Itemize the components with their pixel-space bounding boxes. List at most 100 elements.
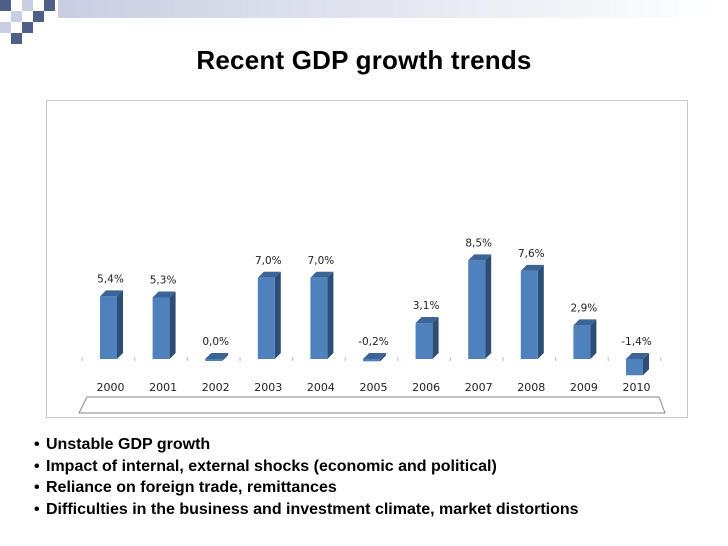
- header-band: [58, 0, 76, 18]
- bar: [257, 277, 275, 359]
- bar-side: [169, 291, 176, 359]
- bar-group: [520, 264, 544, 359]
- bar: [520, 270, 538, 359]
- header-band: [594, 0, 612, 18]
- bar-side: [537, 264, 544, 359]
- bullet-marker: •: [34, 500, 40, 518]
- header-band: [242, 0, 260, 18]
- bullet-item: • Impact of internal, external shocks (ec…: [34, 456, 579, 478]
- bar-top: [257, 271, 281, 278]
- bullet-item: • Difficulties in the business and invest…: [34, 499, 579, 521]
- bar-side: [222, 353, 229, 361]
- category-label: 2005: [360, 381, 388, 394]
- bar-side: [485, 254, 492, 359]
- header-band: [560, 0, 578, 18]
- data-label: 8,5%: [465, 237, 492, 249]
- bar-top: [626, 353, 649, 359]
- data-label: 5,3%: [150, 275, 177, 287]
- header-band: [359, 0, 377, 18]
- header-band: [627, 0, 645, 18]
- bullet-text: Difficulties in the business and investm…: [46, 500, 579, 518]
- header-band: [677, 0, 696, 18]
- deco-square: [11, 33, 22, 44]
- bar: [363, 359, 380, 362]
- bullet-text: Reliance on foreign trade, remittances: [46, 479, 337, 496]
- header-band: [443, 0, 461, 18]
- bar: [573, 325, 591, 359]
- slide-title: Recent GDP growth trends: [196, 45, 532, 75]
- bar-group: [152, 291, 176, 359]
- bar-top: [152, 291, 176, 298]
- deco-square: [11, 11, 22, 22]
- bar-top: [205, 353, 229, 359]
- bar: [310, 277, 328, 359]
- bullet-item: • Unstable GDP growth: [34, 434, 579, 456]
- header-band: [158, 0, 176, 18]
- bar-side: [432, 317, 439, 359]
- category-label: 2008: [517, 381, 545, 394]
- category-label: 2009: [570, 381, 598, 394]
- header-band: [409, 0, 428, 18]
- header-band: [192, 0, 210, 18]
- header-band: [108, 0, 126, 18]
- bar: [415, 323, 433, 359]
- bullet-marker: •: [34, 457, 40, 475]
- bar: [626, 359, 643, 376]
- category-label: 2007: [465, 381, 493, 394]
- bar-top: [100, 290, 123, 297]
- bar-side: [274, 271, 281, 359]
- bullet-marker: •: [34, 436, 40, 453]
- category-label: 2001: [149, 381, 177, 394]
- bar-group: [468, 254, 492, 359]
- bar-side: [380, 353, 386, 362]
- header-band: [393, 0, 411, 18]
- gdp-bar-chart: 5,4% 2000 5,3% 2001 0,0% 2002 7,0% 2003 7,0% 2004…: [78, 237, 666, 414]
- deco-square: [22, 0, 33, 11]
- bar-group: [205, 353, 229, 361]
- header-band: [225, 0, 243, 18]
- data-label: -1,4%: [621, 336, 651, 348]
- header-band: [577, 0, 595, 18]
- header-band: [527, 0, 545, 18]
- bar-side: [327, 271, 334, 359]
- category-label: 2010: [623, 381, 651, 394]
- header-band: [125, 0, 143, 18]
- category-label: 2002: [202, 381, 230, 394]
- category-label: 2004: [307, 381, 335, 394]
- category-label: 2003: [254, 381, 282, 394]
- data-label: 3,1%: [413, 300, 440, 312]
- decorative-squares: [0, 0, 728, 44]
- bar-top: [468, 254, 492, 261]
- bullet-item: • Reliance on foreign trade, remittances: [34, 477, 579, 499]
- bar-group: [573, 319, 597, 359]
- header-band: [426, 0, 444, 18]
- data-label: 7,0%: [255, 255, 282, 267]
- chart-floor: [78, 396, 666, 414]
- bar-group: [626, 353, 649, 376]
- bar-group: [415, 317, 439, 359]
- bar-top: [520, 264, 544, 271]
- bar-group: [257, 271, 281, 359]
- bar: [100, 296, 117, 359]
- bar-group: [100, 290, 123, 359]
- chart-frame: 5,4% 2000 5,3% 2001 0,0% 2002 7,0% 2003 7,0% 2004…: [46, 100, 688, 418]
- header-band: [275, 0, 294, 18]
- data-label: -0,2%: [358, 336, 388, 348]
- header-band: [610, 0, 629, 18]
- deco-square: [33, 11, 44, 22]
- bar-group: [310, 271, 334, 359]
- header-band: [543, 0, 562, 18]
- header-band: [74, 0, 93, 18]
- header-band: [342, 0, 361, 18]
- bar-top: [415, 317, 439, 324]
- category-label: 2006: [412, 381, 440, 394]
- bullet-text: Impact of internal, external shocks (eco…: [46, 457, 497, 475]
- header-band: [309, 0, 327, 18]
- header-band: [208, 0, 227, 18]
- header-band: [460, 0, 478, 18]
- bar-group: [363, 353, 386, 362]
- header-band: [711, 0, 728, 18]
- bar-top: [573, 319, 597, 326]
- header-band: [510, 0, 528, 18]
